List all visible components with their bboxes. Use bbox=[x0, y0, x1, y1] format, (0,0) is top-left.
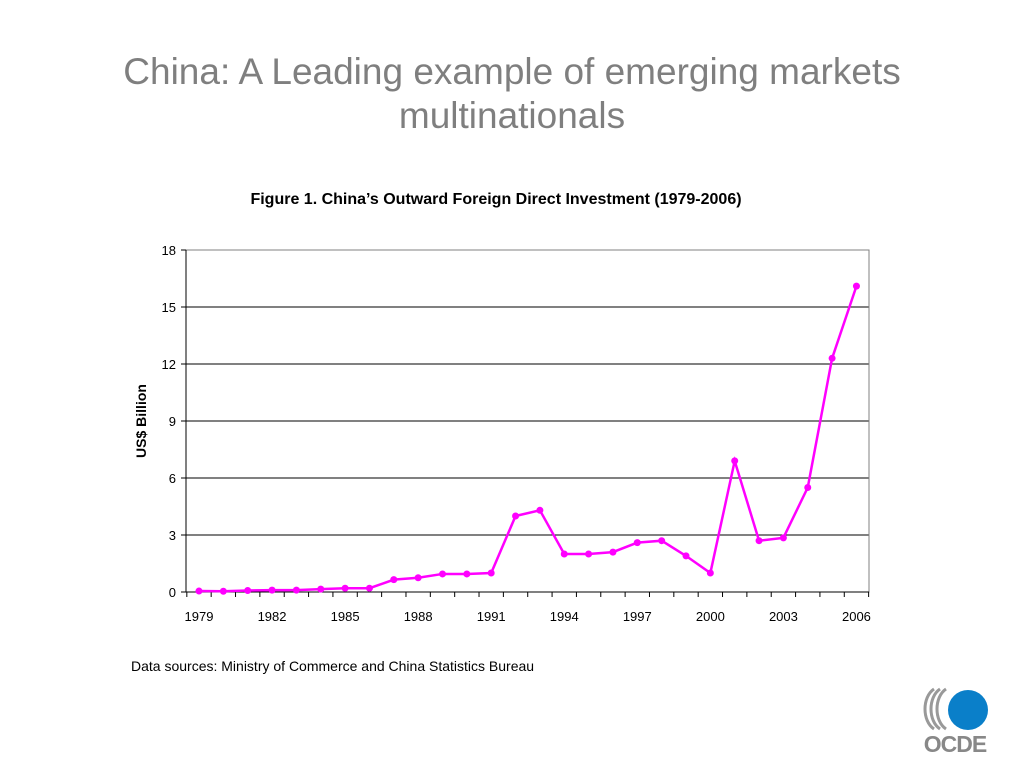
y-axis-label: US$ Billion bbox=[133, 384, 149, 458]
data-point bbox=[365, 584, 373, 592]
chart-axes: 0 3 6 9 12 15 18 1979 1982 1985 1988 1991 1994 1997 20… bbox=[162, 243, 871, 624]
data-point bbox=[585, 550, 593, 558]
x-tick-label: 1985 bbox=[331, 609, 360, 624]
data-point bbox=[487, 569, 495, 577]
x-tick-label: 1979 bbox=[185, 609, 214, 624]
slide-title: China: A Leading example of emerging mar… bbox=[123, 51, 901, 136]
x-tick-label: 2003 bbox=[769, 609, 798, 624]
data-point bbox=[779, 534, 787, 542]
x-tick-label: 1997 bbox=[623, 609, 652, 624]
y-tick-label: 18 bbox=[162, 243, 176, 258]
x-tick-label: 1994 bbox=[550, 609, 579, 624]
data-point bbox=[390, 576, 398, 584]
y-tick-label: 3 bbox=[169, 528, 176, 543]
x-tick-label: 1988 bbox=[404, 609, 433, 624]
x-tick-label: 1991 bbox=[477, 609, 506, 624]
data-point bbox=[682, 552, 690, 560]
data-point bbox=[706, 569, 714, 577]
data-point bbox=[244, 586, 252, 594]
data-point bbox=[219, 587, 227, 595]
oecd-logo-text: OCDE bbox=[923, 731, 987, 757]
data-point bbox=[341, 584, 349, 592]
data-point bbox=[317, 585, 325, 593]
data-point bbox=[852, 282, 860, 290]
x-tick-label: 2006 bbox=[842, 609, 871, 624]
data-source-note: Data sources: Ministry of Commerce and C… bbox=[131, 658, 535, 674]
chart-series bbox=[195, 282, 860, 595]
data-point bbox=[414, 574, 422, 582]
data-point bbox=[609, 548, 617, 556]
data-point bbox=[463, 570, 471, 578]
data-point bbox=[633, 539, 641, 547]
series-line bbox=[198, 285, 858, 593]
y-tick-label: 6 bbox=[169, 471, 176, 486]
y-tick-label: 15 bbox=[162, 300, 176, 315]
data-point bbox=[828, 354, 836, 362]
data-point bbox=[560, 550, 568, 558]
x-tick-label: 1982 bbox=[258, 609, 287, 624]
x-tick-label: 2000 bbox=[696, 609, 725, 624]
data-point bbox=[292, 586, 300, 594]
data-point bbox=[268, 586, 276, 594]
data-point bbox=[755, 537, 763, 545]
data-point bbox=[536, 506, 544, 514]
y-tick-label: 12 bbox=[162, 357, 176, 372]
data-point bbox=[658, 537, 666, 545]
data-point bbox=[195, 587, 203, 595]
chart-grid bbox=[186, 249, 869, 536]
data-point bbox=[731, 457, 739, 465]
data-point bbox=[512, 512, 520, 520]
data-point bbox=[804, 484, 812, 491]
oecd-logo bbox=[923, 687, 988, 731]
y-tick-label: 9 bbox=[169, 414, 176, 429]
data-point bbox=[439, 570, 446, 578]
y-tick-label: 0 bbox=[169, 585, 176, 600]
chart-title: Figure 1. China’s Outward Foreign Direct… bbox=[250, 191, 742, 208]
